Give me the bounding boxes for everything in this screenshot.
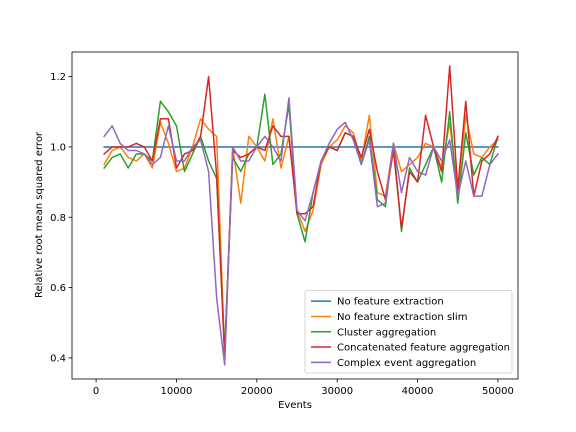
x-tick-label: 30000 [321, 386, 353, 397]
y-tick-label: 1.2 [50, 72, 66, 83]
legend-entry: No feature extraction slim [337, 312, 467, 323]
legend-entry: No feature extraction [337, 297, 444, 308]
series-line-4 [103, 65, 499, 359]
x-tick-label: 0 [93, 386, 99, 397]
series-line-5 [103, 96, 499, 366]
legend-entry: Concatenated feature aggregation [337, 343, 510, 354]
y-tick-label: 1.0 [50, 142, 66, 153]
legend-box [304, 290, 513, 374]
legend-entry: Cluster aggregation [337, 327, 436, 338]
x-tick-label: 50000 [482, 386, 514, 397]
x-axis: 0 10000 20000 30000 40000 50000 [93, 379, 514, 397]
y-tick-label: 0.6 [50, 283, 66, 294]
x-tick-label: 20000 [241, 386, 273, 397]
legend-entry: Complex event aggregation [337, 358, 476, 369]
plot-frame [71, 51, 519, 380]
x-axis-label: Events [278, 400, 312, 411]
x-tick-label: 40000 [402, 386, 434, 397]
y-axis-label: Relative root mean squared error [34, 131, 45, 298]
y-tick-label: 0.8 [50, 213, 66, 224]
y-axis: 0.4 0.6 0.8 1.0 1.2 [50, 72, 72, 364]
series-layer [103, 65, 499, 366]
y-tick-label: 0.4 [50, 353, 66, 364]
legend: No feature extraction No feature extracti… [304, 290, 513, 374]
x-tick-label: 10000 [161, 386, 193, 397]
series-line-2 [103, 114, 499, 356]
